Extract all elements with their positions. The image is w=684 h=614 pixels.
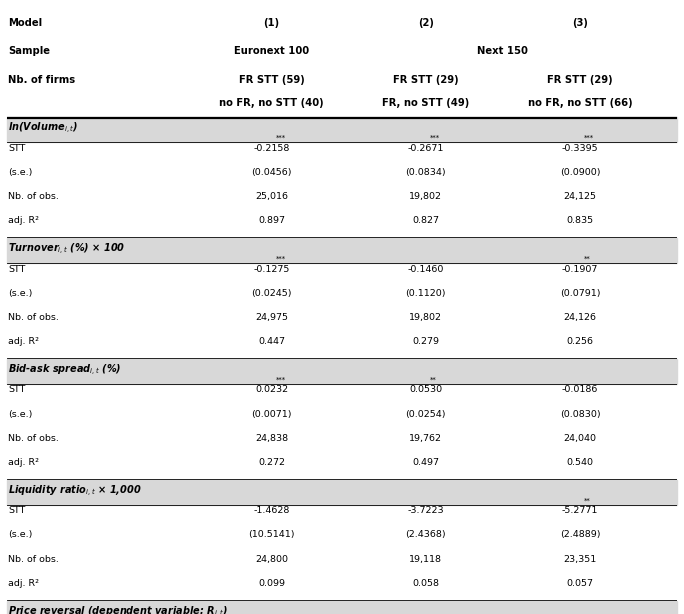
Text: ***: *** xyxy=(430,135,440,141)
Text: -0.1460: -0.1460 xyxy=(408,265,444,273)
Text: (10.5141): (10.5141) xyxy=(248,530,295,540)
Text: (0.0834): (0.0834) xyxy=(406,168,446,177)
Text: 25,016: 25,016 xyxy=(255,192,288,201)
Text: (0.0830): (0.0830) xyxy=(560,410,601,419)
Text: 24,975: 24,975 xyxy=(255,313,288,322)
Bar xyxy=(7,238,677,263)
Text: 0.835: 0.835 xyxy=(566,216,594,225)
Bar xyxy=(7,359,677,384)
Text: 24,838: 24,838 xyxy=(255,433,288,443)
Text: ***: *** xyxy=(276,135,286,141)
Text: (2.4889): (2.4889) xyxy=(560,530,601,540)
Text: Price reversal (dependent variable: R$_{i,t}$): Price reversal (dependent variable: R$_{… xyxy=(8,604,228,614)
Text: 0.827: 0.827 xyxy=(412,216,439,225)
Text: 19,802: 19,802 xyxy=(409,192,443,201)
Text: (2): (2) xyxy=(418,18,434,28)
Text: -0.0186: -0.0186 xyxy=(562,386,598,394)
Text: 0.272: 0.272 xyxy=(258,457,285,467)
Text: adj. R²: adj. R² xyxy=(8,578,39,588)
Text: (s.e.): (s.e.) xyxy=(8,168,33,177)
Text: 24,125: 24,125 xyxy=(564,192,596,201)
Text: 0.540: 0.540 xyxy=(566,457,594,467)
Text: no FR, no STT (66): no FR, no STT (66) xyxy=(527,98,632,108)
Text: 0.897: 0.897 xyxy=(258,216,285,225)
Text: 0.099: 0.099 xyxy=(258,578,285,588)
Text: 0.447: 0.447 xyxy=(258,336,285,346)
Text: adj. R²: adj. R² xyxy=(8,216,39,225)
Text: Nb. of obs.: Nb. of obs. xyxy=(8,192,59,201)
Text: (0.1120): (0.1120) xyxy=(406,289,446,298)
Text: no FR, no STT (40): no FR, no STT (40) xyxy=(220,98,324,108)
Text: STT: STT xyxy=(8,386,25,394)
Text: 23,351: 23,351 xyxy=(564,554,596,564)
Text: (0.0456): (0.0456) xyxy=(251,168,292,177)
Text: **: ** xyxy=(584,497,591,503)
Text: -0.3395: -0.3395 xyxy=(562,144,598,152)
Text: (0.0071): (0.0071) xyxy=(251,410,292,419)
Text: (3): (3) xyxy=(572,18,588,28)
Text: Nb. of firms: Nb. of firms xyxy=(8,75,75,85)
Text: (2.4368): (2.4368) xyxy=(406,530,446,540)
Text: 24,126: 24,126 xyxy=(564,313,596,322)
Text: -0.1907: -0.1907 xyxy=(562,265,598,273)
Text: Nb. of obs.: Nb. of obs. xyxy=(8,313,59,322)
Text: -5.2771: -5.2771 xyxy=(562,507,598,515)
Text: 0.279: 0.279 xyxy=(412,336,439,346)
Text: Euronext 100: Euronext 100 xyxy=(234,47,309,56)
Text: (1): (1) xyxy=(263,18,280,28)
Text: -3.7223: -3.7223 xyxy=(408,507,444,515)
Text: Turnover$_{i,t}$ (%) × 100: Turnover$_{i,t}$ (%) × 100 xyxy=(8,242,125,257)
Text: **: ** xyxy=(430,376,436,383)
Text: **: ** xyxy=(584,255,591,262)
Text: 0.256: 0.256 xyxy=(566,336,594,346)
Text: 0.0232: 0.0232 xyxy=(255,386,288,394)
Text: 19,118: 19,118 xyxy=(409,554,443,564)
Text: adj. R²: adj. R² xyxy=(8,336,39,346)
Text: STT: STT xyxy=(8,144,25,152)
Text: Sample: Sample xyxy=(8,47,50,56)
Text: FR, no STT (49): FR, no STT (49) xyxy=(382,98,469,108)
Text: (s.e.): (s.e.) xyxy=(8,410,33,419)
Text: adj. R²: adj. R² xyxy=(8,457,39,467)
Text: (0.0254): (0.0254) xyxy=(406,410,446,419)
Text: 0.057: 0.057 xyxy=(566,578,594,588)
Text: STT: STT xyxy=(8,507,25,515)
Text: Model: Model xyxy=(8,18,42,28)
Text: Bid-ask spread$_{i,t}$ (%): Bid-ask spread$_{i,t}$ (%) xyxy=(8,363,122,378)
Text: (0.0791): (0.0791) xyxy=(560,289,601,298)
Text: 0.0530: 0.0530 xyxy=(409,386,443,394)
Text: (0.0245): (0.0245) xyxy=(251,289,292,298)
Text: Nb. of obs.: Nb. of obs. xyxy=(8,554,59,564)
Text: Next 150: Next 150 xyxy=(477,47,528,56)
Text: 19,762: 19,762 xyxy=(409,433,443,443)
Text: (s.e.): (s.e.) xyxy=(8,289,33,298)
Text: Nb. of obs.: Nb. of obs. xyxy=(8,433,59,443)
Text: (0.0900): (0.0900) xyxy=(560,168,601,177)
Bar xyxy=(7,480,677,505)
Text: Liquidity ratio$_{i,t}$ × 1,000: Liquidity ratio$_{i,t}$ × 1,000 xyxy=(8,484,142,499)
Text: ***: *** xyxy=(584,135,594,141)
Text: FR STT (59): FR STT (59) xyxy=(239,75,304,85)
Text: 24,040: 24,040 xyxy=(564,433,596,443)
Text: ***: *** xyxy=(276,376,286,383)
Text: FR STT (29): FR STT (29) xyxy=(547,75,613,85)
Text: ln(Volume$_{i,t}$): ln(Volume$_{i,t}$) xyxy=(8,121,78,136)
Text: 0.058: 0.058 xyxy=(412,578,439,588)
Bar xyxy=(7,601,677,614)
Text: -0.2158: -0.2158 xyxy=(254,144,290,152)
Text: 24,800: 24,800 xyxy=(255,554,288,564)
Text: 0.497: 0.497 xyxy=(412,457,439,467)
Text: -0.1275: -0.1275 xyxy=(254,265,290,273)
Text: ***: *** xyxy=(276,255,286,262)
Text: -1.4628: -1.4628 xyxy=(254,507,290,515)
Text: (s.e.): (s.e.) xyxy=(8,530,33,540)
Text: -0.2671: -0.2671 xyxy=(408,144,444,152)
Text: 19,802: 19,802 xyxy=(409,313,443,322)
Text: STT: STT xyxy=(8,265,25,273)
Bar xyxy=(7,117,677,142)
Text: FR STT (29): FR STT (29) xyxy=(393,75,458,85)
